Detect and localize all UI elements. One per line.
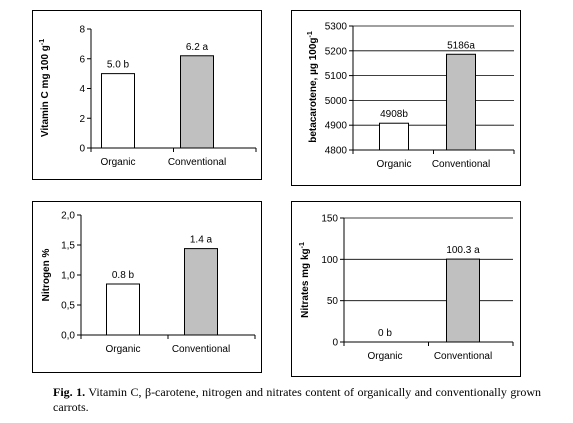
y-tick-label: 2,0 (61, 211, 75, 222)
bar-organic (101, 73, 135, 149)
x-tick-label: Organic (376, 159, 411, 170)
y-tick-label: 5300 (325, 22, 348, 33)
betacarotene-ylabel: betacarotene, µg 100g-1 (307, 31, 319, 143)
y-tick-label: 8 (79, 25, 85, 36)
data-label: 4908b (380, 109, 408, 120)
y-tick-label: 50 (327, 296, 339, 307)
y-tick-label: 1,5 (61, 241, 75, 252)
betacarotene-chart: betacarotene, µg 100g-1 4800 4900 5000 5100… (307, 22, 515, 170)
data-label: 0.8 b (112, 270, 135, 281)
y-tick-label: 4900 (325, 121, 348, 132)
data-label: 0 b (378, 328, 392, 339)
nitrates-ylabel: Nitrates mg kg-1 (299, 242, 311, 318)
x-tick-label: Organic (367, 351, 402, 362)
bar-conventional (184, 248, 218, 336)
y-tick-label: 0 (332, 338, 338, 349)
data-label: 1.4 a (190, 235, 213, 246)
nitrogen-ylabel: Nitrogen % (41, 249, 52, 302)
bar-organic (106, 283, 140, 336)
nitrogen-panel: Nitrogen % 0,0 0,5 1,0 1,5 2,0 0.8 b Organic 1.… (32, 201, 262, 373)
y-tick-label: 0,5 (61, 301, 75, 312)
x-tick-label: Organic (105, 344, 140, 355)
y-tick-label: 150 (321, 214, 338, 225)
bar-conventional (180, 55, 214, 149)
caption-label: Fig. 1. (53, 385, 86, 399)
data-label: 5186a (447, 40, 475, 51)
nitrates-panel: Nitrates mg kg-1 0 50 100 150 0 b Organic 100.… (291, 201, 521, 377)
x-tick-label: Conventional (168, 157, 226, 168)
bar-conventional (446, 258, 480, 343)
y-tick-label: 0 (79, 144, 85, 155)
y-tick-label: 4800 (325, 146, 348, 157)
x-tick-label: Organic (100, 157, 135, 168)
bar-organic (379, 122, 409, 151)
x-tick-label: Conventional (434, 351, 492, 362)
nitrates-chart: Nitrates mg kg-1 0 50 100 150 0 b Organic 100.… (299, 214, 514, 362)
x-tick-label: Conventional (172, 344, 230, 355)
x-tick-label: Conventional (432, 159, 490, 170)
vitamin-c-panel: Vitamin C mg 100 g-1 0 2 4 6 8 5.0 b Organic 6.… (32, 10, 262, 180)
caption-text: Vitamin C, β-carotene, nitrogen and nitr… (53, 385, 541, 414)
vitamin-c-chart: Vitamin C mg 100 g-1 0 2 4 6 8 5.0 b Organic 6.… (39, 25, 257, 168)
data-label: 6.2 a (186, 42, 209, 53)
y-tick-label: 6 (79, 54, 85, 65)
data-label: 100.3 a (446, 245, 480, 256)
data-label: 5.0 b (107, 60, 130, 71)
nitrogen-chart: Nitrogen % 0,0 0,5 1,0 1,5 2,0 0.8 b Organic 1.… (41, 211, 256, 355)
y-tick-label: 5100 (325, 71, 348, 82)
betacarotene-panel: betacarotene, µg 100g-1 4800 4900 5000 5100… (291, 10, 521, 186)
y-tick-label: 2 (79, 114, 85, 125)
vitamin-c-ylabel: Vitamin C mg 100 g-1 (39, 39, 51, 137)
y-tick-label: 100 (321, 255, 338, 266)
y-tick-label: 0,0 (61, 331, 75, 342)
bar-conventional (446, 53, 476, 151)
y-tick-label: 5000 (325, 96, 348, 107)
y-tick-label: 4 (79, 84, 85, 95)
figure-caption: Fig. 1. Vitamin C, β-carotene, nitrogen … (53, 385, 541, 415)
y-tick-label: 1,0 (61, 271, 75, 282)
y-tick-label: 5200 (325, 46, 348, 57)
